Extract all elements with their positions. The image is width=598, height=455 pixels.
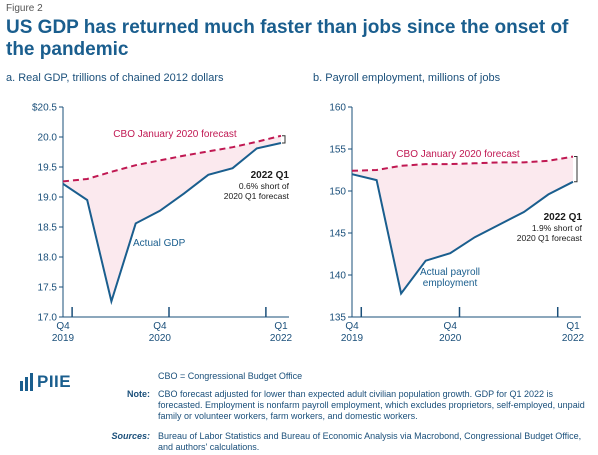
cbo-definition: CBO = Congressional Budget Office <box>158 371 303 381</box>
piie-logo: PIIE <box>20 372 71 392</box>
x-tick-label-quarter: Q4 <box>444 321 458 332</box>
y-tick-label: 135 <box>329 313 346 324</box>
note-key: Note: <box>127 389 150 399</box>
end-label-title: 2022 Q1 <box>251 170 290 181</box>
logo-text: PIIE <box>37 372 72 391</box>
x-tick-label-quarter: Q4 <box>56 321 70 332</box>
actual-label: Actual payroll <box>420 267 480 278</box>
x-tick-label-year: 2019 <box>341 333 364 344</box>
gap-bracket <box>574 156 578 183</box>
note-text: CBO forecast adjusted for lower than exp… <box>158 389 585 421</box>
x-tick-label-year: 2022 <box>562 333 585 344</box>
panel-b-title: b. Payroll employment, millions of jobs <box>313 72 501 84</box>
y-tick-label: $20.5 <box>32 103 57 114</box>
y-tick-label: 17.0 <box>38 313 58 324</box>
x-tick-label-year: 2020 <box>149 333 172 344</box>
x-tick-label-quarter: Q1 <box>274 321 288 332</box>
y-tick-label: 145 <box>329 229 346 240</box>
gap-bracket <box>282 135 286 144</box>
forecast-label: CBO January 2020 forecast <box>396 149 520 160</box>
actual-series-line <box>62 142 282 306</box>
y-tick-label: 155 <box>329 145 346 156</box>
end-label-title: 2022 Q1 <box>544 212 583 223</box>
x-tick-label-year: 2019 <box>52 333 75 344</box>
payroll-chart: 160155150145140135Q42019Q42020Q12022CBO … <box>329 103 585 345</box>
forecast-series-line <box>351 155 574 172</box>
y-tick-label: 150 <box>329 187 346 198</box>
panel-a-title: a. Real GDP, trillions of chained 2012 d… <box>6 72 224 84</box>
shortfall-area <box>63 135 281 302</box>
end-label-detail: 2020 Q1 forecast <box>517 233 583 243</box>
y-tick-label: 19.5 <box>38 163 58 174</box>
x-tick-label-year: 2020 <box>439 333 462 344</box>
x-tick-label-quarter: Q1 <box>566 321 580 332</box>
y-tick-label: 17.5 <box>38 283 58 294</box>
y-tick-label: 160 <box>329 103 346 114</box>
x-tick-label-quarter: Q4 <box>153 321 167 332</box>
actual-label: Actual GDP <box>133 238 186 249</box>
forecast-series-line <box>62 134 282 183</box>
logo-bars-icon <box>20 373 33 391</box>
figure-label: Figure 2 <box>6 3 43 14</box>
sources-text: Bureau of Labor Statistics and Bureau of… <box>158 431 582 452</box>
x-tick-label-year: 2022 <box>270 333 293 344</box>
actual-series-line <box>351 173 574 296</box>
x-tick-label-quarter: Q4 <box>345 321 359 332</box>
y-tick-label: 20.0 <box>38 133 58 144</box>
y-tick-label: 140 <box>329 271 346 282</box>
end-label-detail: 1.9% short of <box>532 223 583 233</box>
end-label-detail: 2020 Q1 forecast <box>224 191 290 201</box>
y-tick-label: 18.5 <box>38 223 58 234</box>
end-label-detail: 0.6% short of <box>239 181 290 191</box>
figure-title: US GDP has returned much faster than job… <box>6 17 569 60</box>
gdp-chart: $20.520.019.519.018.518.017.517.0Q42019Q… <box>32 103 293 345</box>
y-tick-label: 18.0 <box>38 253 58 264</box>
sources-key: Sources: <box>111 431 150 441</box>
actual-label: employment <box>423 278 478 289</box>
forecast-label: CBO January 2020 forecast <box>113 129 237 140</box>
shortfall-area <box>352 156 573 294</box>
y-tick-label: 19.0 <box>38 193 58 204</box>
